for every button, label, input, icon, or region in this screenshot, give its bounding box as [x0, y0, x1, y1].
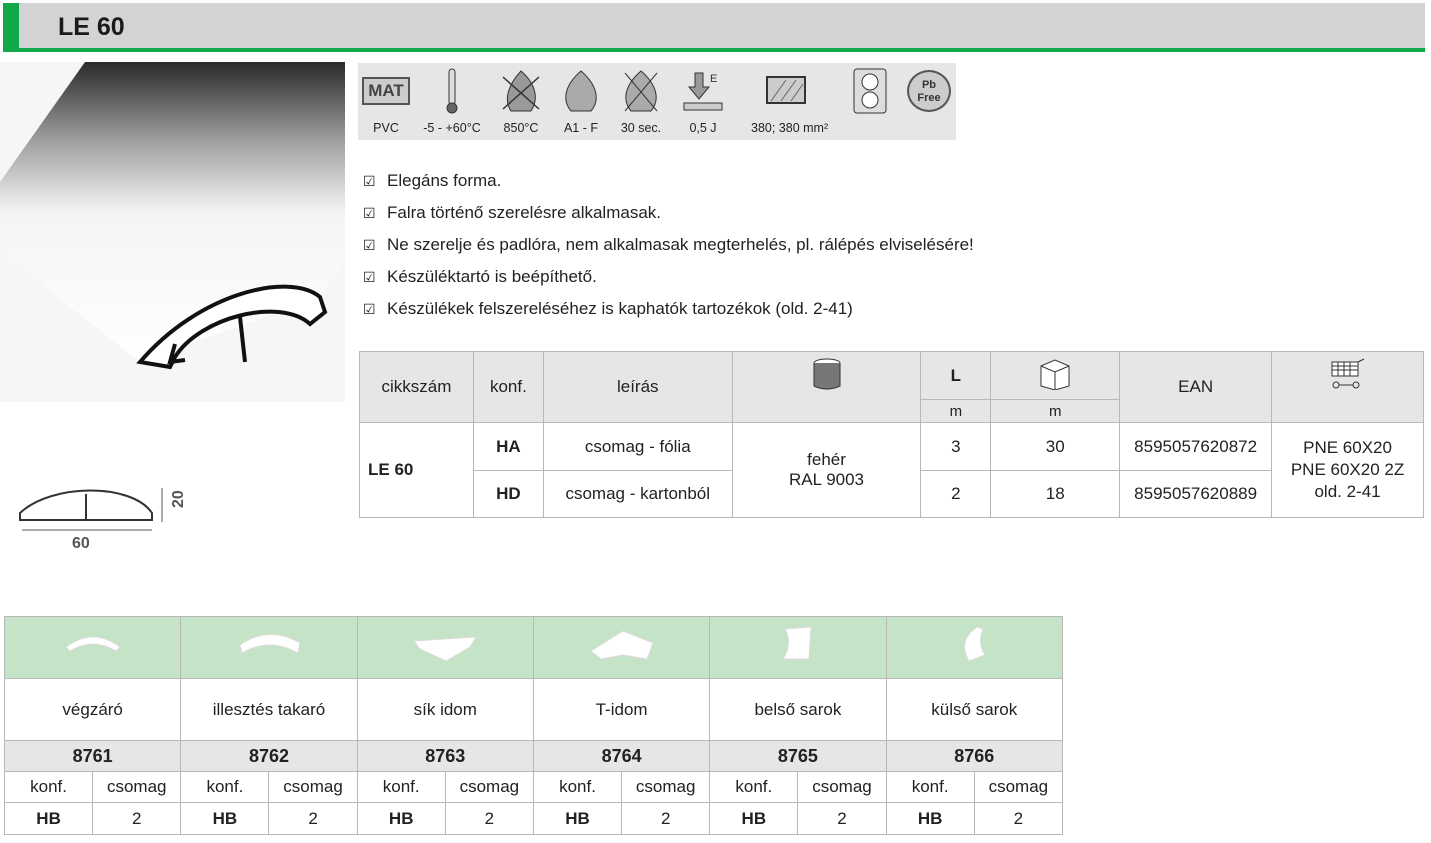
impact-energy-icon: E [668, 67, 738, 115]
accessory-name: sík idom [356, 678, 534, 741]
accessory-name: végzáró [3, 678, 182, 741]
checkbox-icon: ☑ [363, 301, 376, 317]
pack-label: csomag [797, 771, 887, 803]
accessory-pack: 2 [444, 802, 534, 835]
accessory-conf: HB [180, 802, 270, 835]
spec-impact: E 0,5 J [668, 67, 738, 135]
spec-pb-free: Pb Free [894, 67, 964, 115]
accessory-image [532, 616, 711, 679]
accessory-image [356, 616, 534, 679]
accessory-code: 8764 [532, 740, 711, 772]
accessory-code: 8766 [885, 740, 1064, 772]
accessory-image [709, 616, 887, 679]
conf-label: konf. [532, 771, 623, 803]
accessory-image [885, 616, 1064, 679]
conf-label: konf. [709, 771, 799, 803]
spec-icons-strip: MAT PVC -5 - +60°C 850°C A1 - F 30 sec. E… [358, 63, 956, 140]
accessory-part-icon [239, 634, 301, 654]
accessory-pack: 2 [973, 802, 1064, 835]
accessory-image [180, 616, 358, 679]
svg-text:E: E [710, 73, 717, 85]
accessory-part-icon [589, 630, 654, 660]
accessory-pack: 2 [621, 802, 711, 835]
pack-label: csomag [268, 771, 358, 803]
accessory-conf: HB [532, 802, 623, 835]
accessory-conf: HB [356, 802, 446, 835]
feature-item: ☑ Készülékek felszereléséhez is kaphatók … [363, 299, 853, 318]
accessory-pack: 2 [797, 802, 887, 835]
table-row: HD csomag - kartonból 2 18 8595057620889 [360, 470, 1424, 518]
table-row: LE 60 HA csomag - fólia fehér RAL 9003 3 … [359, 422, 1424, 518]
glow-wire-flame-icon [486, 67, 556, 115]
page-title: LE 60 [58, 13, 125, 41]
accessory-conf: HB [3, 802, 94, 835]
spec-temperature: -5 - +60°C [417, 67, 487, 135]
accessory-code: 8762 [180, 740, 358, 772]
page-header: LE 60 [3, 3, 1425, 52]
cross-section-icon [751, 67, 821, 115]
cross-section-drawing: 60 20 [19, 488, 187, 552]
accessory-part-icon [782, 626, 812, 660]
product-table: cikkszám konf. leírás L EAN m m LE 60 HA… [359, 351, 1424, 518]
feature-item: ☑ Falra történő szerelésre alkalmasak. [363, 203, 662, 222]
spec-socket [835, 67, 905, 115]
checkbox-icon: ☑ [363, 205, 376, 221]
accessory-pack: 2 [268, 802, 358, 835]
height-dimension: 20 [170, 490, 187, 508]
accessory-part-icon [964, 626, 987, 662]
spec-cross-section: 380; 380 mm² [751, 67, 828, 135]
checkbox-icon: ☑ [363, 173, 376, 189]
self-extinguish-icon [606, 67, 676, 115]
spec-glow-wire: 850°C [486, 67, 556, 135]
accessory-name: külső sarok [885, 678, 1064, 741]
socket-icon [835, 67, 905, 115]
checkbox-icon: ☑ [363, 237, 376, 253]
accessory-pack: 2 [92, 802, 182, 835]
flame-class-icon [546, 67, 616, 115]
accessory-part-icon [64, 636, 121, 652]
conf-label: konf. [356, 771, 446, 803]
box-icon [990, 351, 1121, 400]
pack-label: csomag [444, 771, 534, 803]
pack-label: csomag [973, 771, 1064, 803]
accessory-code: 8765 [709, 740, 887, 772]
conf-label: konf. [885, 771, 975, 803]
product-photo [0, 62, 345, 402]
pack-label: csomag [92, 771, 182, 803]
feature-item: ☑ Elegáns forma. [363, 171, 502, 190]
thermometer-icon [417, 67, 487, 115]
pb-free-icon: Pb Free [907, 70, 951, 112]
pack-label: csomag [621, 771, 711, 803]
accessory-name: illesztés takaró [180, 678, 358, 741]
accessory-conf: HB [885, 802, 975, 835]
accessory-part-icon [413, 636, 478, 662]
accessory-name: T-idom [532, 678, 711, 741]
accessory-name: belső sarok [709, 678, 887, 741]
paint-bucket-icon [731, 351, 922, 423]
checkbox-icon: ☑ [363, 269, 376, 285]
spec-self-extinguish: 30 sec. [606, 67, 676, 135]
spec-flame-class: A1 - F [546, 67, 616, 135]
width-dimension: 60 [72, 535, 90, 552]
spec-material: MAT PVC [351, 67, 421, 135]
cart-icon[interactable] [1271, 351, 1424, 423]
material-icon: MAT [362, 77, 410, 105]
accessory-conf: HB [709, 802, 799, 835]
accessory-code: 8763 [356, 740, 534, 772]
conf-label: konf. [180, 771, 270, 803]
accessories-table: végzáró illesztés takaró sík idom T-idom bel… [3, 616, 1064, 835]
accessory-code: 8761 [3, 740, 182, 772]
feature-item: ☑ Készüléktartó is beépíthető. [363, 267, 597, 286]
conf-label: konf. [3, 771, 94, 803]
feature-item: ☑ Ne szerelje és padlóra, nem alkalmasak … [363, 235, 974, 254]
accessory-image [3, 616, 182, 679]
